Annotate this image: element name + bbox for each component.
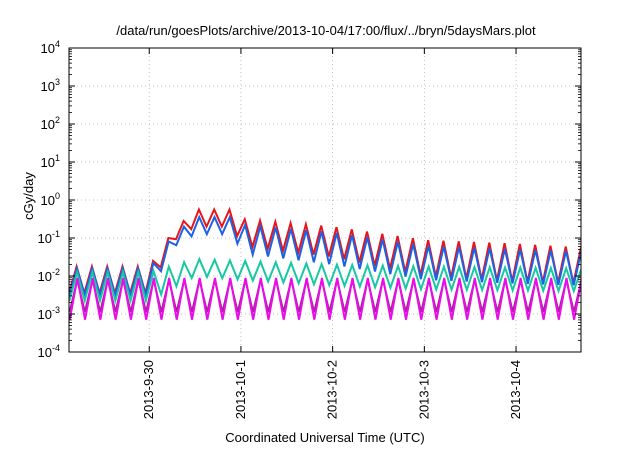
x-tick-label: 2013-10-3: [416, 360, 431, 419]
y-tick-label: 10-1: [38, 229, 60, 246]
x-tick-label: 2013-9-30: [141, 360, 156, 419]
y-tick-label: 100: [41, 191, 60, 208]
y-axis-label: cGy/day: [21, 172, 36, 220]
y-tick-label: 102: [41, 115, 60, 132]
series-line: [69, 214, 581, 299]
y-tick-label: 101: [41, 153, 60, 170]
series-line: [69, 256, 581, 305]
y-tick-label: 10-3: [38, 305, 60, 322]
y-tick-label: 103: [41, 77, 60, 94]
y-tick-label: 10-4: [38, 343, 60, 360]
x-tick-label: 2013-10-1: [233, 360, 248, 419]
chart-title: /data/run/goesPlots/archive/2013-10-04/1…: [116, 23, 536, 38]
y-tick-label: 10-2: [38, 267, 60, 284]
series-line: [69, 277, 581, 320]
tick-layer: 10-4 10-3 10-2 10-1 100 101 102 103 104 2013-9-30…: [38, 39, 581, 419]
x-tick-label: 2013-10-4: [508, 360, 523, 419]
y-tick-label: 104: [41, 39, 60, 56]
grid-layer: [69, 48, 581, 352]
x-tick-label: 2013-10-2: [325, 360, 340, 419]
series-layer: [69, 206, 581, 320]
x-axis-label: Coordinated Universal Time (UTC): [225, 430, 424, 445]
